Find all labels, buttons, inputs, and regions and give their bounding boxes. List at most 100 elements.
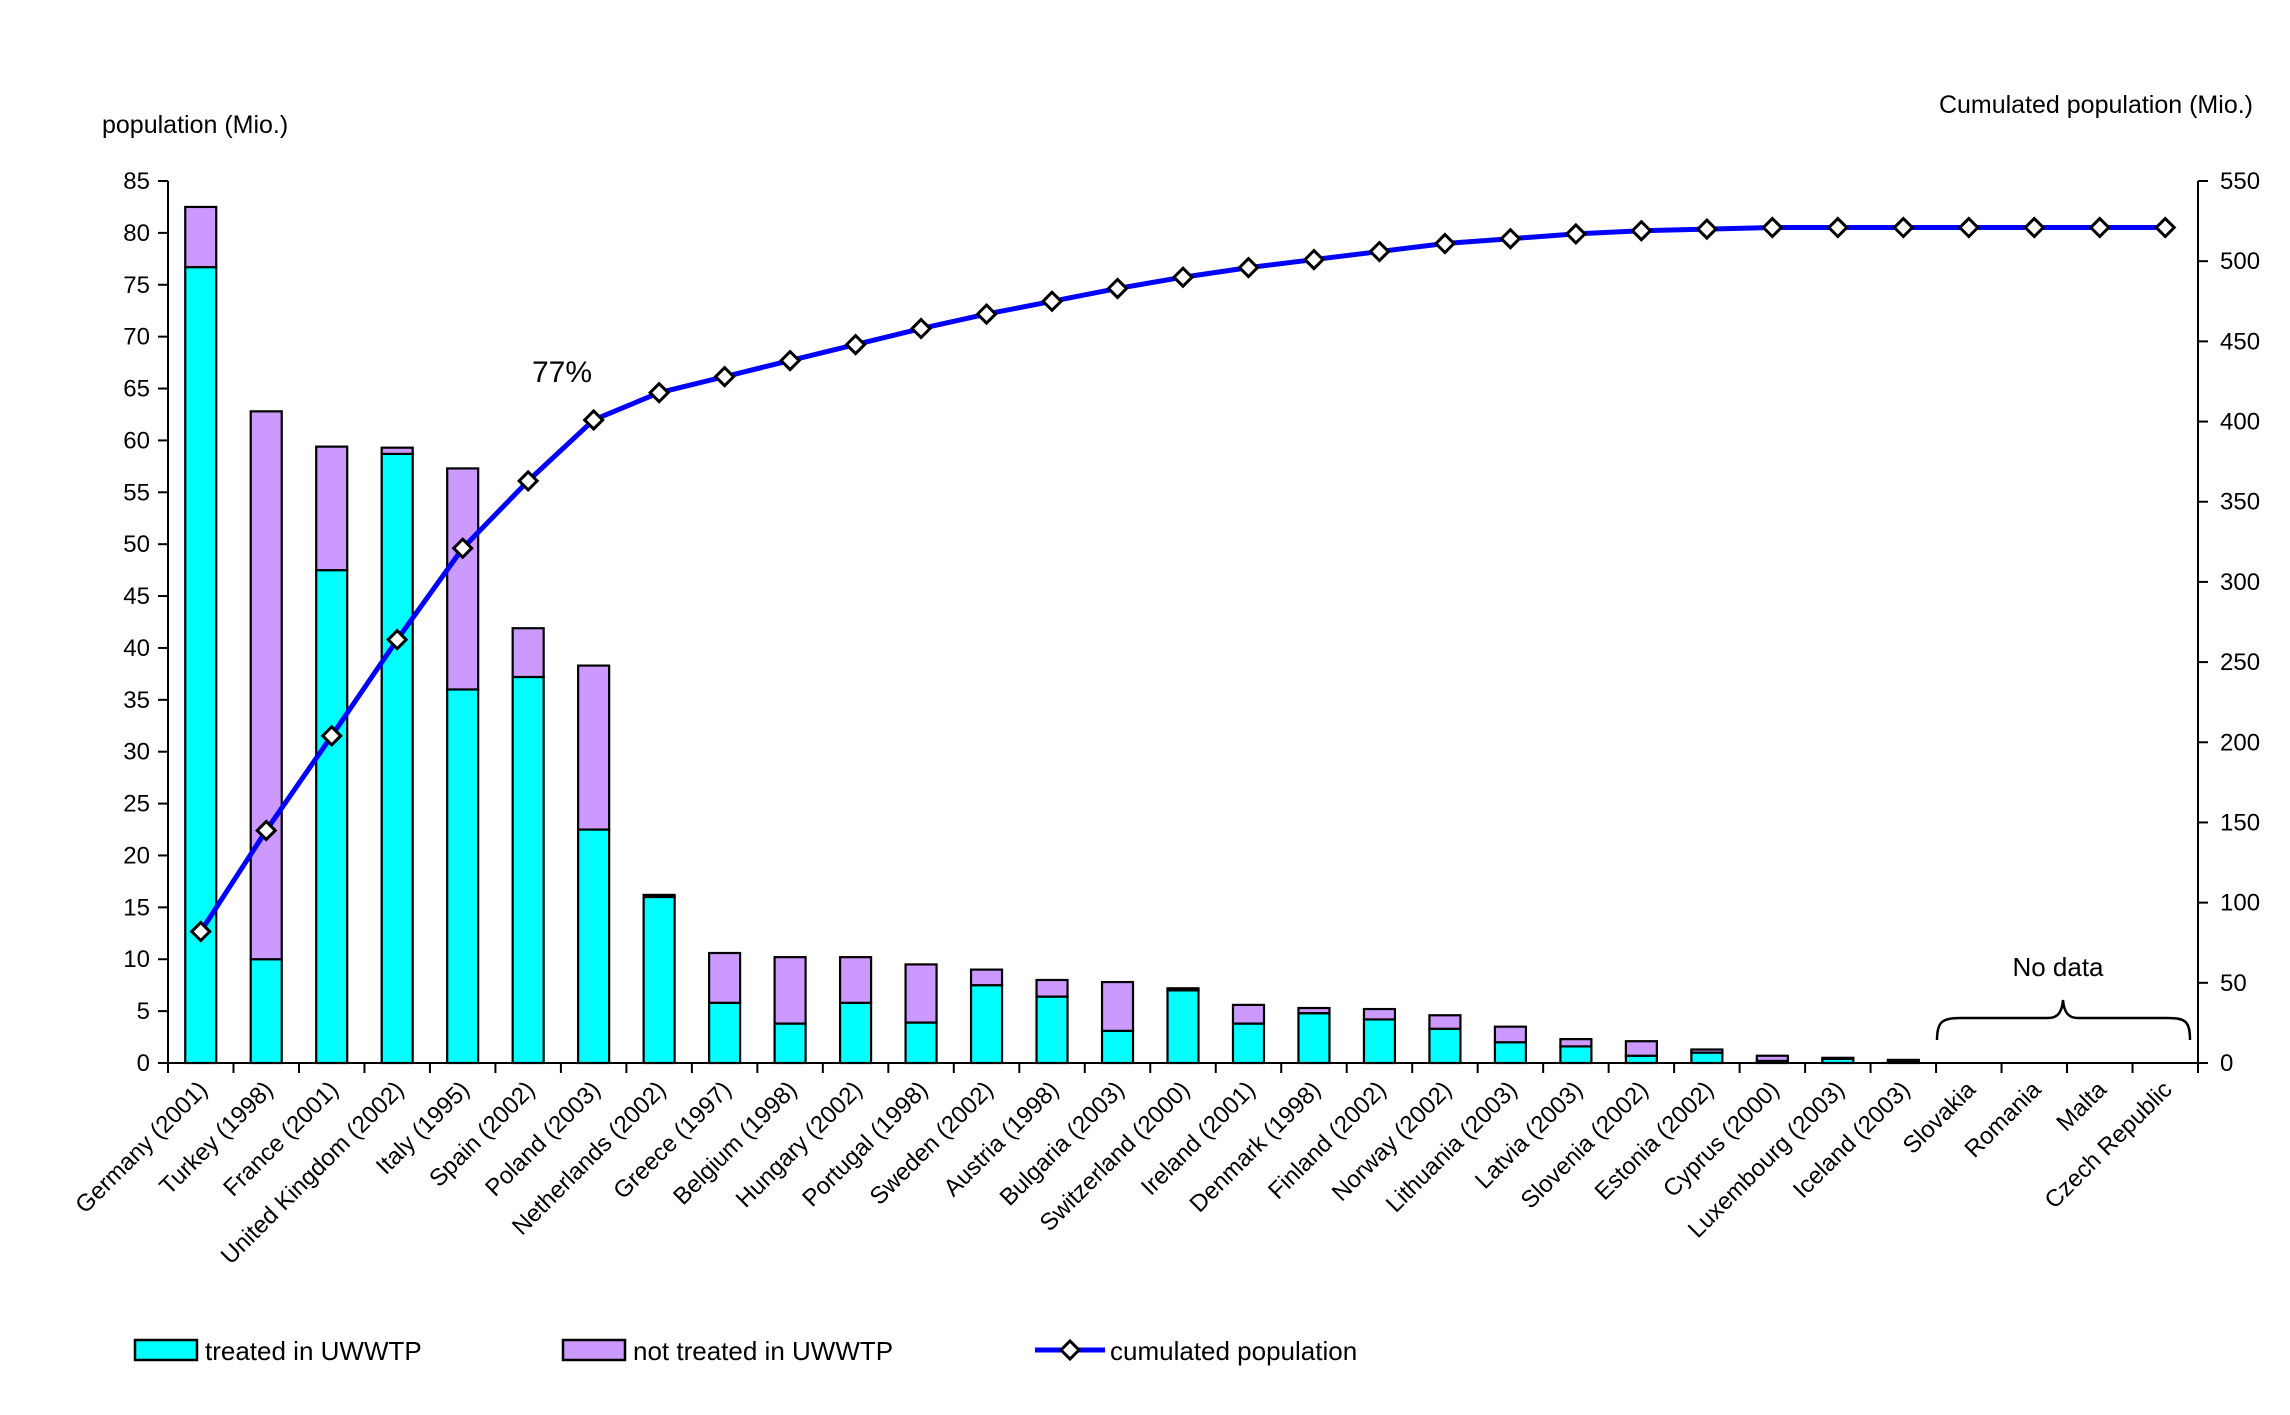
left-y-tick-label: 70 — [123, 324, 150, 351]
bar-treated — [708, 1001, 742, 1065]
cumulative-point — [255, 819, 278, 842]
bar-treated — [1231, 1022, 1266, 1065]
right-y-tick-label: 250 — [2220, 649, 2260, 676]
bar-not-treated — [838, 956, 873, 1004]
x-tick-label: Austria (1998) — [939, 1076, 1065, 1202]
cumulative-point — [1433, 232, 1457, 255]
cumulative-point — [1826, 216, 1849, 239]
percent-annotation: 77% — [532, 356, 592, 389]
bar-treated — [511, 675, 545, 1065]
bar-not-treated — [642, 893, 676, 899]
bar-not-treated — [1821, 1056, 1855, 1060]
x-tick-label: Ireland (2001) — [1136, 1076, 1261, 1201]
left-y-tick-label: 30 — [123, 739, 150, 766]
bar-not-treated — [773, 956, 807, 1025]
legend-label-not-treated: not treated in UWWTP — [633, 1336, 893, 1366]
left-y-tick-label: 35 — [123, 687, 150, 714]
left-y-tick-label: 10 — [123, 946, 150, 973]
bar-not-treated — [1166, 987, 1200, 992]
right-y-tick-label: 550 — [2220, 168, 2260, 195]
bar-treated — [1100, 1029, 1135, 1065]
bar-not-treated — [904, 963, 938, 1024]
cumulative-point — [1171, 266, 1195, 289]
bar-not-treated — [1624, 1040, 1658, 1057]
bar-treated — [838, 1001, 873, 1065]
x-tick-label: France (2001) — [218, 1076, 344, 1202]
bar-treated — [380, 452, 414, 1065]
cumulative-point — [1106, 277, 1129, 300]
cumulative-point — [713, 365, 736, 388]
legend-swatch-not-treated — [561, 1338, 627, 1362]
right-y-tick-label: 500 — [2220, 248, 2260, 275]
bar-treated — [1035, 995, 1069, 1065]
left-y-tick-label: 60 — [123, 427, 150, 454]
right-y-tick-label: 150 — [2220, 809, 2260, 836]
bar-not-treated — [1035, 978, 1069, 998]
cumulative-point — [1695, 217, 1718, 241]
legend-label-treated: treated in UWWTP — [205, 1336, 422, 1366]
left-y-axis-title: population (Mio.) — [102, 111, 288, 139]
left-y-tick-label: 85 — [123, 168, 150, 195]
x-tick-label: Finland (2002) — [1263, 1076, 1392, 1205]
left-y-tick-label: 75 — [123, 272, 150, 299]
cumulative-point — [320, 724, 343, 747]
bar-not-treated — [249, 410, 283, 961]
bar-treated — [904, 1021, 938, 1065]
cumulative-point — [1040, 290, 1064, 313]
bar-treated — [577, 828, 611, 1065]
cumulative-line-group — [189, 216, 2177, 943]
bar-treated — [642, 895, 676, 1065]
left-y-tick-label: 0 — [137, 1050, 150, 1077]
right-y-axis-title: Cumulated population (Mio.) — [1939, 91, 2253, 119]
x-tick-label: Turkey (1998) — [154, 1076, 278, 1200]
x-tick-label: Poland (2003) — [480, 1076, 606, 1202]
bar-treated — [249, 958, 283, 1065]
cumulative-point — [386, 628, 409, 651]
bar-not-treated — [1362, 1007, 1397, 1021]
bar-not-treated — [1559, 1038, 1593, 1048]
bar-not-treated — [969, 968, 1004, 987]
cumulative-point — [1892, 216, 1915, 239]
bar-not-treated — [1690, 1048, 1724, 1054]
cumulative-point — [582, 408, 605, 432]
bar-not-treated — [1493, 1025, 1528, 1044]
left-y-tick-label: 40 — [123, 635, 150, 662]
bars-group — [184, 205, 1920, 1065]
cumulative-point — [451, 537, 474, 560]
left-y-tick-label: 15 — [123, 894, 150, 921]
bar-not-treated — [1428, 1014, 1462, 1030]
bar-treated — [1297, 1012, 1331, 1065]
cumulative-point — [2023, 216, 2046, 239]
left-y-tick-label: 50 — [123, 531, 150, 558]
right-y-tick-label: 0 — [2220, 1050, 2233, 1077]
cumulative-point — [1368, 240, 1391, 263]
bar-treated — [969, 984, 1004, 1065]
left-y-tick-label: 55 — [123, 479, 150, 506]
bar-not-treated — [511, 627, 545, 679]
right-y-tick-label: 450 — [2220, 328, 2260, 355]
bar-not-treated — [315, 445, 349, 572]
cumulative-point — [909, 317, 933, 340]
left-y-tick-label: 20 — [123, 842, 150, 869]
no-data-annotation: No data — [2012, 952, 2104, 982]
cumulative-point — [2088, 216, 2111, 239]
bar-treated — [315, 569, 349, 1065]
x-tick-label: Greece (1997) — [608, 1076, 737, 1205]
legend-label-cumulative: cumulated population — [1110, 1336, 1357, 1366]
bar-treated — [773, 1022, 807, 1065]
bar-not-treated — [1755, 1054, 1789, 1063]
cumulative-line — [198, 225, 2166, 933]
left-y-tick-label: 65 — [123, 376, 150, 403]
cumulative-point — [2154, 216, 2177, 239]
right-y-tick-label: 400 — [2220, 409, 2260, 436]
bar-treated — [1690, 1051, 1724, 1065]
bar-treated — [446, 688, 480, 1065]
bar-treated — [1559, 1045, 1593, 1065]
bar-not-treated — [1297, 1006, 1331, 1015]
bar-not-treated — [1100, 980, 1135, 1032]
cumulative-point — [1302, 248, 1326, 271]
cumulative-point — [1499, 227, 1522, 250]
cumulative-point — [1957, 216, 1980, 239]
